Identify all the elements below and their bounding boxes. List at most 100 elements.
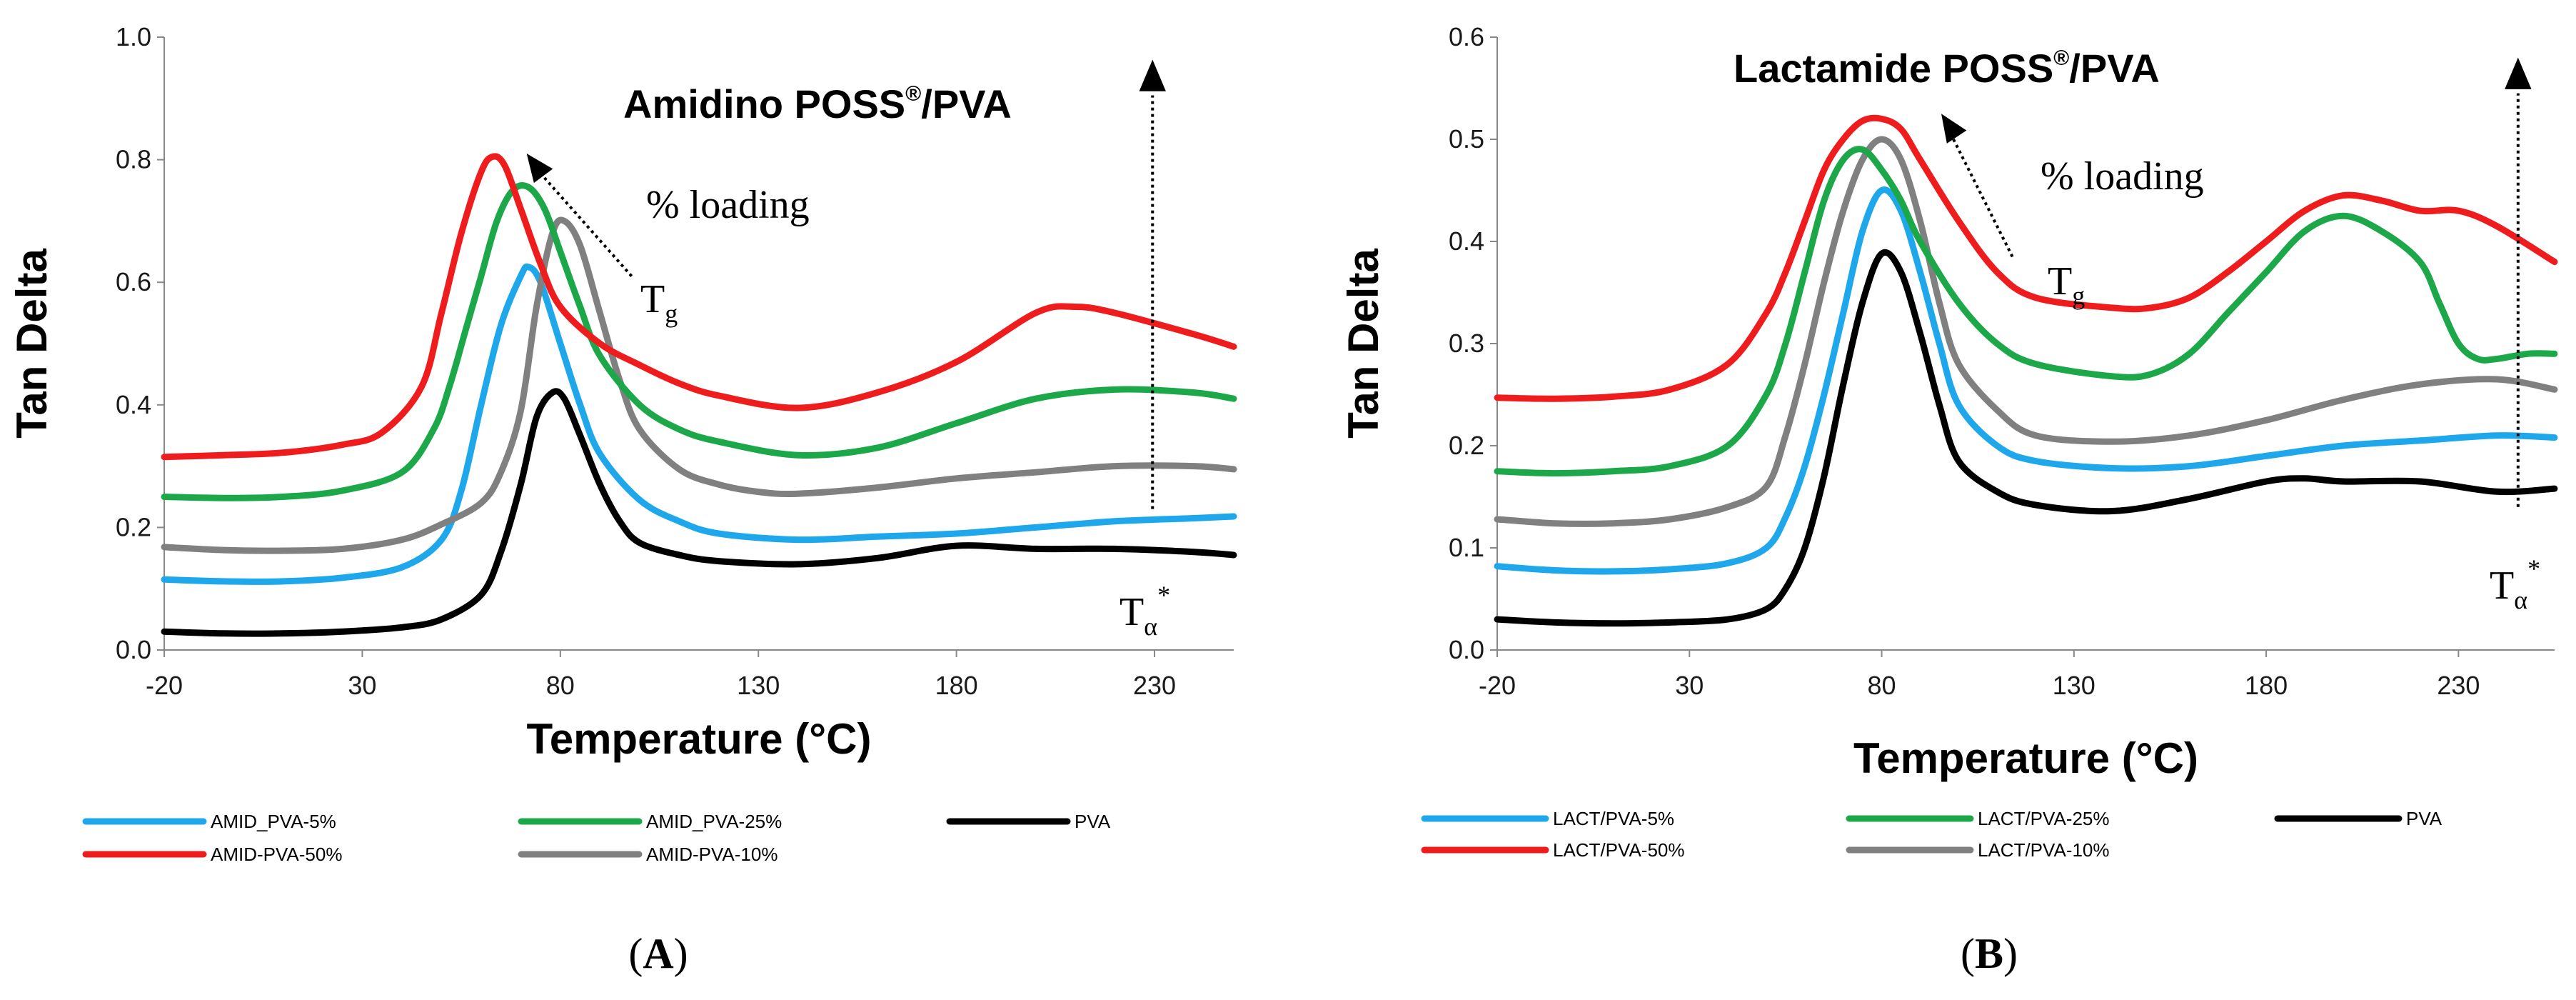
legend-item: AMID_PVA-25%	[518, 811, 782, 832]
chart-title-tail: /PVA	[921, 81, 1012, 126]
x-tick-label: 30	[348, 671, 376, 700]
series-line-lact-pva-10-	[1494, 136, 2558, 527]
series-line-pva	[161, 388, 1237, 637]
series-line-lact-pva-25-	[1494, 146, 2558, 477]
panel-paren-close: )	[674, 930, 688, 977]
y-tick-label: 0.0	[116, 635, 151, 664]
series-line-pva	[1494, 249, 2558, 627]
ta-arrow-head	[2505, 57, 2532, 89]
loading-label: % loading	[2041, 154, 2204, 199]
legend-label: AMID-PVA-10%	[646, 844, 778, 865]
series-line-amid-pva-5-	[161, 263, 1237, 585]
y-tick-label: 0.4	[116, 390, 151, 419]
x-tick-label: 180	[2245, 671, 2288, 700]
series-line-lact-pva-5-	[1494, 186, 2558, 575]
legend-label: LACT/PVA-50%	[1553, 839, 1684, 861]
legend: AMID_PVA-5% AMID_PVA-25% PVA AMID-PVA-50% AM…	[82, 811, 1111, 865]
panel-letter: A	[643, 930, 673, 977]
y-tick-label: 0.8	[116, 145, 151, 174]
panel-label: (A)	[628, 930, 688, 977]
legend-item: LACT/PVA-25%	[1846, 808, 2109, 829]
chart-title: Amidino POSS®/PVA	[623, 81, 1012, 126]
x-tick-label: 230	[1133, 671, 1176, 700]
x-axis-title: Temperature (°C)	[527, 715, 872, 763]
legend-item: PVA	[2274, 808, 2442, 829]
ta-arrow-head	[1139, 59, 1166, 91]
legend-label: AMID-PVA-50%	[211, 844, 342, 865]
ta-sub: α	[2514, 586, 2527, 614]
x-axis-title: Temperature (°C)	[1853, 734, 2198, 782]
ta-sub: α	[1144, 612, 1157, 641]
y-tick-label: 0.2	[116, 512, 151, 541]
legend-item: LACT/PVA-10%	[1846, 839, 2109, 861]
panel-paren-open: (	[628, 930, 643, 977]
y-tick-label: 0.0	[1449, 635, 1484, 664]
y-tick-label: 0.4	[1449, 226, 1484, 256]
x-tick-label: 230	[2437, 671, 2480, 700]
tg-main: T	[2048, 259, 2072, 304]
y-tick-label: 1.0	[116, 22, 151, 51]
panel-paren-open: (	[1961, 930, 1975, 977]
tg-label: Tg	[640, 277, 678, 328]
y-tick-label: 0.6	[1449, 22, 1484, 51]
legend-item: LACT/PVA-50%	[1421, 839, 1684, 861]
tg-arrow-head	[526, 154, 553, 184]
legend-item: LACT/PVA-5%	[1421, 808, 1674, 829]
chart-panel-b: 0.0 0.1 0.2 0.3 0.4 0.5 0.6 -20 30 80 130 180 230 Tem…	[1339, 22, 2558, 977]
legend-label: AMID_PVA-25%	[646, 811, 782, 832]
ta-sup: *	[1157, 581, 1170, 609]
chart-title-sup: ®	[2053, 46, 2069, 70]
legend-label: PVA	[2406, 808, 2442, 829]
tg-main: T	[640, 277, 665, 321]
y-tick-label: 0.3	[1449, 329, 1484, 358]
x-tick-label: 180	[935, 671, 978, 700]
series-line-amid-pva-10-	[161, 216, 1237, 554]
tg-arrow-head	[1941, 114, 1967, 144]
series-line-amid-pva-25-	[161, 182, 1237, 501]
legend-label: LACT/PVA-25%	[1978, 808, 2109, 829]
tg-sub: g	[665, 299, 678, 328]
tg-arrow-shaft	[1949, 133, 2014, 258]
legend-label: LACT/PVA-10%	[1978, 839, 2109, 861]
chart-panel-a: 0.0 0.2 0.4 0.6 0.8 1.0 -20 30 80 130 180 230 Temper…	[8, 22, 1237, 977]
chart-title-main: Lactamide POSS	[1734, 46, 2053, 91]
series-lines	[161, 153, 1237, 637]
series-line-amid-pva-50-	[161, 153, 1237, 461]
legend-item: AMID_PVA-5%	[82, 811, 336, 832]
x-tick-label: -20	[1479, 671, 1516, 700]
ta-main: T	[2490, 564, 2514, 608]
x-tick-label: 80	[546, 671, 575, 700]
legend-label: AMID_PVA-5%	[211, 811, 336, 832]
series-lines	[1494, 114, 2558, 627]
x-tick-label: 30	[1675, 671, 1704, 700]
ta-label: Tα*	[2490, 554, 2540, 614]
y-tick-label: 0.5	[1449, 124, 1484, 154]
legend-label: PVA	[1075, 811, 1111, 832]
panel-label: (B)	[1961, 930, 2018, 977]
x-tick-label: 130	[737, 671, 780, 700]
y-axis-title: Tan Delta	[8, 249, 56, 439]
tg-arrow-shaft	[535, 168, 633, 277]
ta-main: T	[1120, 590, 1144, 634]
x-tick-label: 130	[2053, 671, 2095, 700]
x-tick-label: -20	[146, 671, 183, 700]
legend-label: LACT/PVA-5%	[1553, 808, 1674, 829]
chart-title-sup: ®	[905, 82, 921, 106]
ta-label: Tα*	[1120, 581, 1170, 641]
y-tick-label: 0.6	[116, 267, 151, 296]
panel-letter: B	[1975, 930, 2003, 977]
y-axis-title: Tan Delta	[1339, 249, 1387, 439]
legend: LACT/PVA-5% LACT/PVA-25% PVA LACT/PVA-50% LA…	[1421, 808, 2442, 861]
legend-item: AMID-PVA-50%	[82, 844, 342, 865]
legend-item: AMID-PVA-10%	[518, 844, 778, 865]
chart-title: Lactamide POSS®/PVA	[1734, 46, 2160, 91]
series-line-lact-pva-50-	[1494, 114, 2558, 402]
y-tick-label: 0.1	[1449, 533, 1484, 562]
ta-sup: *	[2527, 554, 2540, 583]
panel-paren-close: )	[2003, 930, 2018, 977]
y-tick-label: 0.2	[1449, 431, 1484, 460]
legend-item: PVA	[946, 811, 1111, 832]
tg-sub: g	[2072, 281, 2085, 310]
